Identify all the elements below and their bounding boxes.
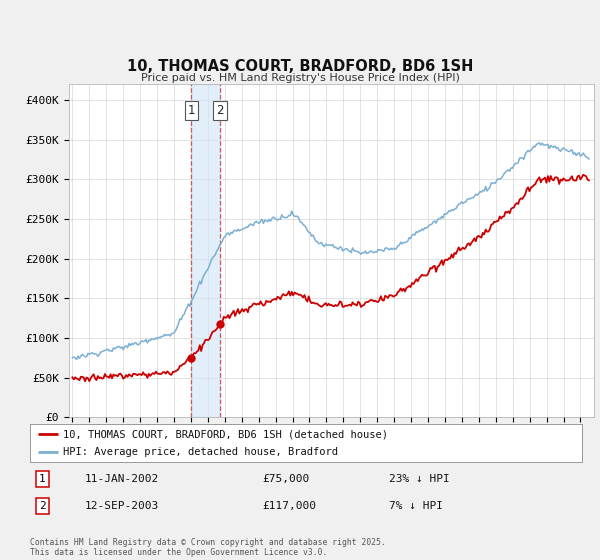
Text: HPI: Average price, detached house, Bradford: HPI: Average price, detached house, Brad…	[63, 447, 338, 457]
Text: 2: 2	[39, 501, 46, 511]
Text: 12-SEP-2003: 12-SEP-2003	[85, 501, 160, 511]
Bar	[191, 84, 220, 417]
Text: Contains HM Land Registry data © Crown copyright and database right 2025.
This d: Contains HM Land Registry data © Crown c…	[30, 538, 386, 557]
Text: 10, THOMAS COURT, BRADFORD, BD6 1SH (detached house): 10, THOMAS COURT, BRADFORD, BD6 1SH (det…	[63, 429, 388, 439]
Text: 1: 1	[39, 474, 46, 484]
Text: 2: 2	[216, 104, 224, 117]
Text: 11-JAN-2002: 11-JAN-2002	[85, 474, 160, 484]
Text: 1: 1	[188, 104, 195, 117]
Text: Price paid vs. HM Land Registry's House Price Index (HPI): Price paid vs. HM Land Registry's House …	[140, 73, 460, 83]
Text: 7% ↓ HPI: 7% ↓ HPI	[389, 501, 443, 511]
Text: 23% ↓ HPI: 23% ↓ HPI	[389, 474, 449, 484]
Text: £75,000: £75,000	[262, 474, 309, 484]
Text: £117,000: £117,000	[262, 501, 316, 511]
Text: 10, THOMAS COURT, BRADFORD, BD6 1SH: 10, THOMAS COURT, BRADFORD, BD6 1SH	[127, 59, 473, 74]
